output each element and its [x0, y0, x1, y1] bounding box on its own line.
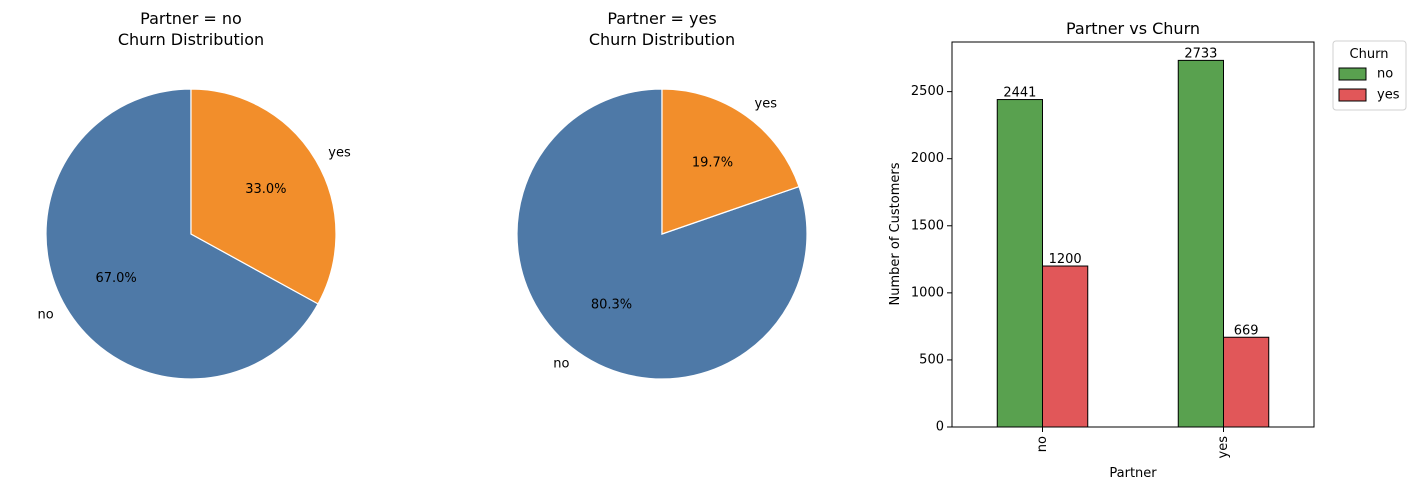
pie-pct-label: 67.0% [95, 271, 136, 286]
x-tick-label: yes [1216, 436, 1231, 459]
y-axis-label: Number of Customers [888, 162, 903, 305]
bar-chart-partner-vs-churn: Partner vs Churn Number of Customers Par… [888, 19, 1407, 481]
bar-no-yes [1042, 265, 1089, 428]
pie-slice-no [516, 88, 808, 380]
y-axis: 0 500 1000 1500 2000 2500 [911, 84, 952, 435]
legend-label: no [1377, 67, 1393, 82]
pie-title-line1: Partner = yes [607, 9, 716, 28]
pie-slice-no [45, 88, 319, 380]
pie-pct-label: 80.3% [591, 297, 632, 312]
y-tick-label: 1500 [911, 218, 944, 233]
pie-title-line2: Churn Distribution [118, 30, 264, 49]
pie-slice-label: yes [755, 97, 778, 112]
plot-area-frame [951, 41, 1315, 428]
pie-chart-partner-yes: Partner = yes Churn Distribution 80.3% no… [516, 9, 808, 380]
pie-slice-yes [190, 88, 337, 305]
bar-marks: 2441 1200 2733 669 [996, 46, 1270, 428]
bar-value-label: 2441 [1003, 86, 1036, 101]
pie-title-line1: Partner = no [140, 9, 242, 28]
x-axis-label: Partner [1109, 466, 1157, 481]
pie-slice-label: no [38, 308, 54, 323]
pie-chart-partner-no: Partner = no Churn Distribution 67.0% no 3… [38, 9, 351, 380]
legend-title: Churn [1350, 47, 1389, 62]
y-tick-label: 2000 [911, 151, 944, 166]
pie-slice-yes [661, 88, 800, 235]
legend-label: yes [1377, 88, 1400, 103]
legend: Churn no yes [1332, 40, 1407, 111]
y-tick-label: 2500 [911, 84, 944, 99]
bar-title: Partner vs Churn [1066, 19, 1200, 38]
pie-slice-label: no [553, 356, 569, 371]
bar-yes-yes [1223, 336, 1270, 428]
y-tick-label: 500 [919, 352, 944, 367]
bar-yes-no [1177, 59, 1224, 428]
bar-no-no [996, 99, 1043, 428]
x-tick-label: no [1035, 436, 1050, 452]
pie-slice-label: yes [328, 145, 351, 160]
bar-value-label: 2733 [1184, 46, 1217, 61]
bar-value-label: 1200 [1049, 252, 1082, 267]
x-axis: no yes [1035, 427, 1231, 458]
y-tick-label: 0 [936, 420, 944, 435]
pie-pct-label: 19.7% [692, 156, 733, 171]
legend-swatch-yes [1338, 88, 1367, 102]
legend-swatch-no [1338, 67, 1367, 81]
pie-title-line2: Churn Distribution [589, 30, 735, 49]
legend-items: no yes [1338, 67, 1400, 103]
pie-pct-label: 33.0% [245, 182, 286, 197]
bar-value-label: 669 [1234, 323, 1259, 338]
y-tick-label: 1000 [911, 285, 944, 300]
